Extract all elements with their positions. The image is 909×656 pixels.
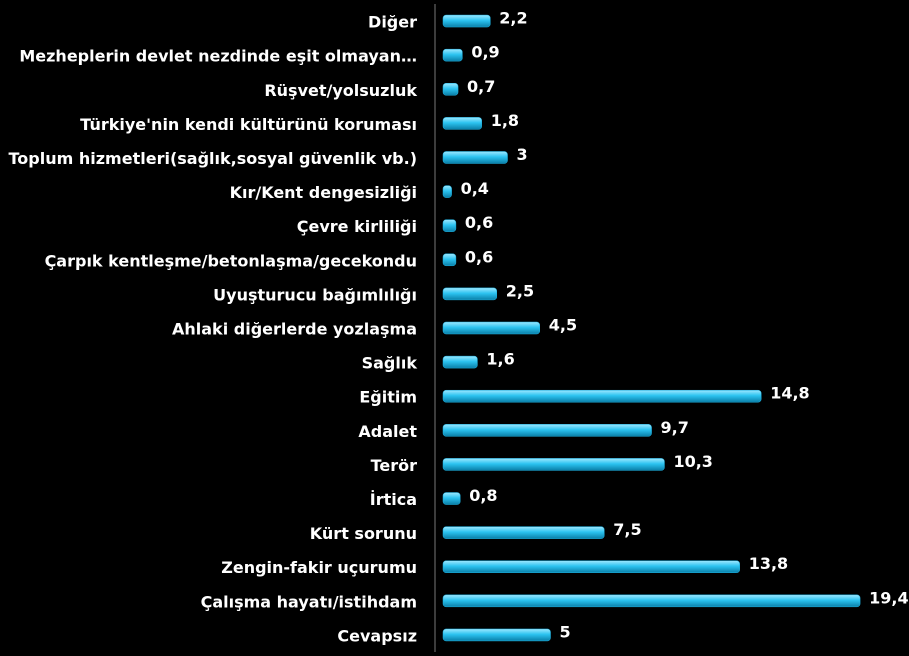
bar [442, 83, 459, 96]
bar [442, 117, 482, 130]
bar [442, 492, 461, 505]
category-label: Zengin-fakir uçurumu [221, 558, 417, 577]
category-label: Çarpık kentleşme/betonlaşma/gecekondu [45, 251, 417, 270]
category-label: Terör [371, 456, 418, 475]
bar [442, 424, 652, 437]
value-label: 0,9 [471, 43, 499, 62]
category-label: Rüşvet/yolsuzluk [264, 81, 417, 100]
category-label: Uyuşturucu bağımlılığı [213, 285, 417, 304]
value-label: 13,8 [749, 554, 788, 573]
category-label: Çalışma hayatı/istihdam [201, 592, 417, 611]
category-label: Kürt sorunu [310, 524, 417, 543]
bar [442, 287, 497, 301]
value-label: 7,5 [613, 520, 641, 539]
bar [442, 526, 605, 539]
value-label: 19,4 [869, 588, 908, 607]
bar [442, 321, 540, 335]
value-label: 3 [517, 145, 528, 164]
category-label: Eğitim [359, 388, 417, 407]
category-label: Cevapsız [337, 626, 417, 645]
value-label: 2,5 [506, 281, 534, 300]
value-label: 0,4 [461, 179, 489, 198]
category-label: Türkiye'nin kendi kültürünü koruması [80, 115, 417, 134]
bar [442, 389, 762, 403]
value-label: 10,3 [673, 452, 712, 471]
value-label: 1,6 [486, 350, 514, 369]
category-label: Ahlaki diğerlerde yozlaşma [172, 320, 417, 339]
value-label: 0,6 [465, 247, 493, 266]
category-label: Çevre kirliliği [297, 217, 417, 236]
bar [442, 185, 452, 198]
bar [442, 560, 740, 573]
bar [442, 628, 551, 642]
value-label: 0,6 [465, 213, 493, 232]
value-label: 9,7 [661, 418, 689, 437]
value-label: 14,8 [770, 384, 809, 403]
bar [442, 253, 457, 267]
category-label: Mezheplerin devlet nezdinde eşit olmayan… [19, 47, 417, 66]
bar [442, 355, 478, 369]
value-label: 5 [560, 622, 571, 641]
value-label: 0,7 [467, 77, 495, 96]
category-label: Diğer [368, 13, 417, 32]
value-label: 0,8 [469, 486, 497, 505]
value-label: 2,2 [499, 9, 527, 28]
bar [442, 219, 457, 232]
bar [442, 151, 508, 164]
value-label: 4,5 [549, 316, 577, 335]
category-label: Sağlık [362, 354, 418, 373]
bar [442, 594, 861, 608]
bar [442, 14, 491, 28]
category-label: İrtica [370, 490, 417, 509]
category-label: Toplum hizmetleri(sağlık,sosyal güvenlik… [9, 149, 417, 168]
category-label: Adalet [358, 422, 417, 441]
category-label: Kır/Kent dengesizliği [230, 183, 417, 202]
bar [442, 48, 463, 62]
bar [442, 458, 665, 471]
value-label: 1,8 [491, 111, 519, 130]
